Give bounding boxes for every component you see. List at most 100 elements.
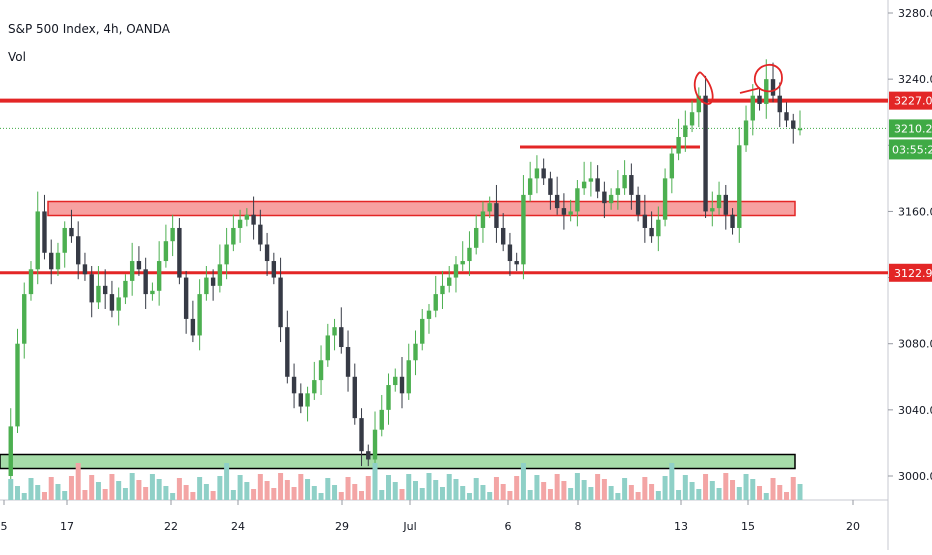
candle-body — [784, 112, 789, 121]
volume-bar — [527, 490, 533, 500]
volume-bar — [790, 477, 796, 500]
candle-body — [453, 264, 459, 278]
volume-bar — [716, 488, 722, 500]
volume-bar — [149, 474, 155, 500]
volume-bar — [14, 486, 20, 500]
candle-body — [797, 128, 803, 131]
candle-body — [89, 274, 94, 303]
candle-body — [264, 244, 270, 262]
volume-bar — [230, 490, 236, 500]
candle-body — [770, 79, 776, 96]
candle-body — [366, 451, 371, 460]
candle-body — [359, 418, 364, 452]
candle-body — [500, 227, 506, 245]
candle-body — [35, 211, 40, 270]
candle-body — [102, 285, 108, 295]
x-tick-label: 22 — [164, 520, 178, 533]
volume-bar — [305, 479, 311, 500]
x-tick-label: 8 — [575, 520, 582, 533]
volume-bar — [635, 492, 641, 500]
volume-bar — [433, 480, 439, 500]
candle-body — [642, 214, 648, 228]
volume-bar — [365, 476, 371, 500]
candle-body — [703, 95, 708, 212]
symbol-title: S&P 500 Index, 4h, OANDA — [8, 22, 170, 36]
candle-body — [28, 269, 34, 295]
volume-bar — [534, 475, 540, 500]
volume-bar — [345, 477, 351, 500]
volume-bar — [156, 479, 162, 500]
volume-bar — [581, 480, 587, 500]
volume-bar — [244, 482, 250, 500]
volume-bar — [284, 480, 290, 500]
volume-bar — [62, 491, 68, 500]
volume-bar — [163, 486, 169, 500]
volume-bar — [568, 488, 574, 500]
volume-bar — [318, 493, 324, 500]
candle-body — [676, 137, 681, 154]
candle-body — [285, 327, 290, 377]
volume-bar — [669, 463, 675, 500]
volume-bar — [642, 477, 648, 500]
volume-bar — [460, 486, 466, 500]
tag-resistance — [889, 91, 932, 110]
candle-body — [163, 241, 169, 262]
volume-bar — [210, 491, 216, 500]
x-tick-label: 15 — [741, 520, 755, 533]
tag-resistance-text: 3227.0 — [894, 95, 932, 108]
candle-body — [42, 211, 47, 253]
candle-body — [258, 224, 263, 245]
candle-body — [325, 335, 330, 361]
candle-body — [440, 285, 445, 295]
candle-body — [49, 252, 54, 270]
volume-bar — [183, 485, 189, 500]
x-tick-label: Jul — [402, 520, 416, 533]
volume-bar — [82, 490, 88, 500]
candle-body — [298, 393, 304, 407]
volume-bar — [217, 476, 223, 500]
circle-annotation — [754, 63, 783, 93]
candle-body — [534, 168, 540, 179]
stroke-annotation — [739, 87, 761, 94]
volume-bar — [224, 463, 230, 500]
candle-body — [656, 219, 661, 237]
volume-bar — [116, 481, 122, 500]
candle-body — [305, 393, 310, 407]
candle-body — [710, 208, 715, 212]
candle-body — [8, 426, 13, 476]
volume-bar — [264, 481, 270, 500]
candle-body — [251, 214, 256, 225]
tag-last-price — [889, 119, 932, 138]
candle-body — [62, 227, 67, 253]
candle-body — [372, 429, 378, 460]
supply-zone — [47, 200, 796, 217]
volume-bar — [136, 480, 142, 500]
candle-body — [494, 203, 499, 228]
volume-bar — [406, 474, 412, 500]
volume-bar — [595, 474, 601, 500]
candle-body — [237, 219, 243, 228]
volume-bar — [500, 484, 506, 500]
volume-bar — [446, 474, 452, 500]
volume-bar — [399, 489, 405, 500]
candle-body — [339, 327, 344, 348]
volume-bar — [655, 491, 661, 500]
volume-bar — [372, 463, 378, 500]
volume-bar — [682, 475, 688, 500]
tag-last-price-text: 3210.2 — [894, 122, 932, 135]
volume-bar — [662, 476, 668, 500]
volume-bar — [797, 484, 803, 500]
candle-body — [197, 294, 202, 336]
candle-body — [669, 153, 675, 179]
candle-body — [615, 188, 621, 195]
volume-bar — [736, 487, 742, 500]
candle-body — [595, 178, 600, 192]
volume-bar — [325, 478, 331, 500]
candle-body — [183, 277, 189, 319]
y-tick-label: 3280.0 — [898, 7, 932, 20]
volume-legend: Vol — [8, 50, 26, 64]
candle-body — [96, 285, 101, 303]
volume-bar — [311, 486, 317, 500]
